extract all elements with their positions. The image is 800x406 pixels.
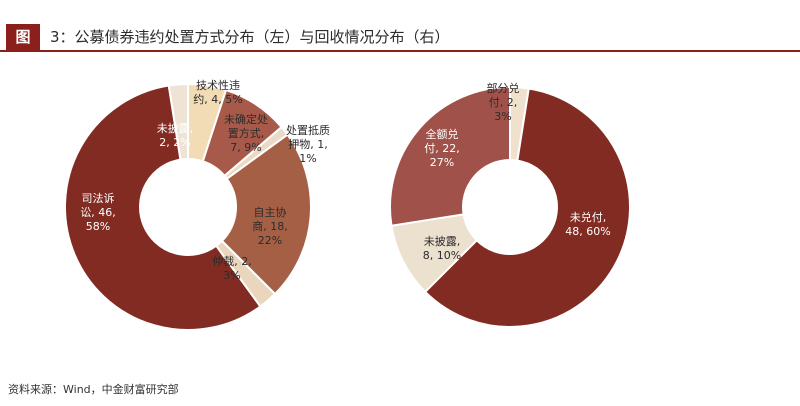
pie-slice-left-6 (167, 82, 189, 161)
pie-slice-left-3 (220, 133, 312, 296)
right-donut-chart: 部分兑付, 2, 3% 未兑付, 48, 60% 未披露, 8, 10% 全额兑付, 22,… (389, 81, 631, 328)
slice-label-left-4: 仲裁, 2, 3% (212, 254, 252, 282)
slice-label-left-2: 处置抵质押物, 1, 1% (286, 123, 330, 165)
slice-label-right-1: 未兑付, 48, 60% (565, 210, 610, 238)
pie-slice-right-3 (389, 85, 511, 227)
figure-title: 3：公募债券违约处置方式分布（左）与回收情况分布（右） (50, 28, 450, 46)
pie-slice-left-5 (64, 84, 262, 331)
slice-label-left-5: 司法诉讼, 46, 58% (80, 191, 116, 233)
slice-label-right-0: 部分兑付, 2, 3% (487, 81, 520, 123)
source-note: 资料来源：Wind，中金财富研究部 (8, 383, 179, 396)
figure-badge: 图 (6, 24, 40, 50)
title-divider (0, 50, 800, 52)
figure-title-bar: 图 3：公募债券违约处置方式分布（左）与回收情况分布（右） (0, 24, 800, 52)
slice-label-left-6: 未披露, 2, 2% (157, 121, 194, 149)
slice-label-left-3: 自主协商, 18, 22% (252, 205, 288, 247)
slice-label-right-2: 未披露, 8, 10% (423, 234, 461, 262)
slice-label-left-0: 技术性违约, 4, 5% (193, 78, 242, 106)
slice-label-left-1: 未确定处置方式, 7, 9% (224, 112, 268, 154)
pie-slice-right-1 (423, 87, 631, 328)
left-donut-chart: 技术性违约, 4, 5% 未确定处置方式, 7, 9% 处置抵质押物, 1, 1% 自主协… (64, 78, 330, 331)
slice-label-right-3: 全额兑付, 22, 27% (424, 127, 460, 169)
